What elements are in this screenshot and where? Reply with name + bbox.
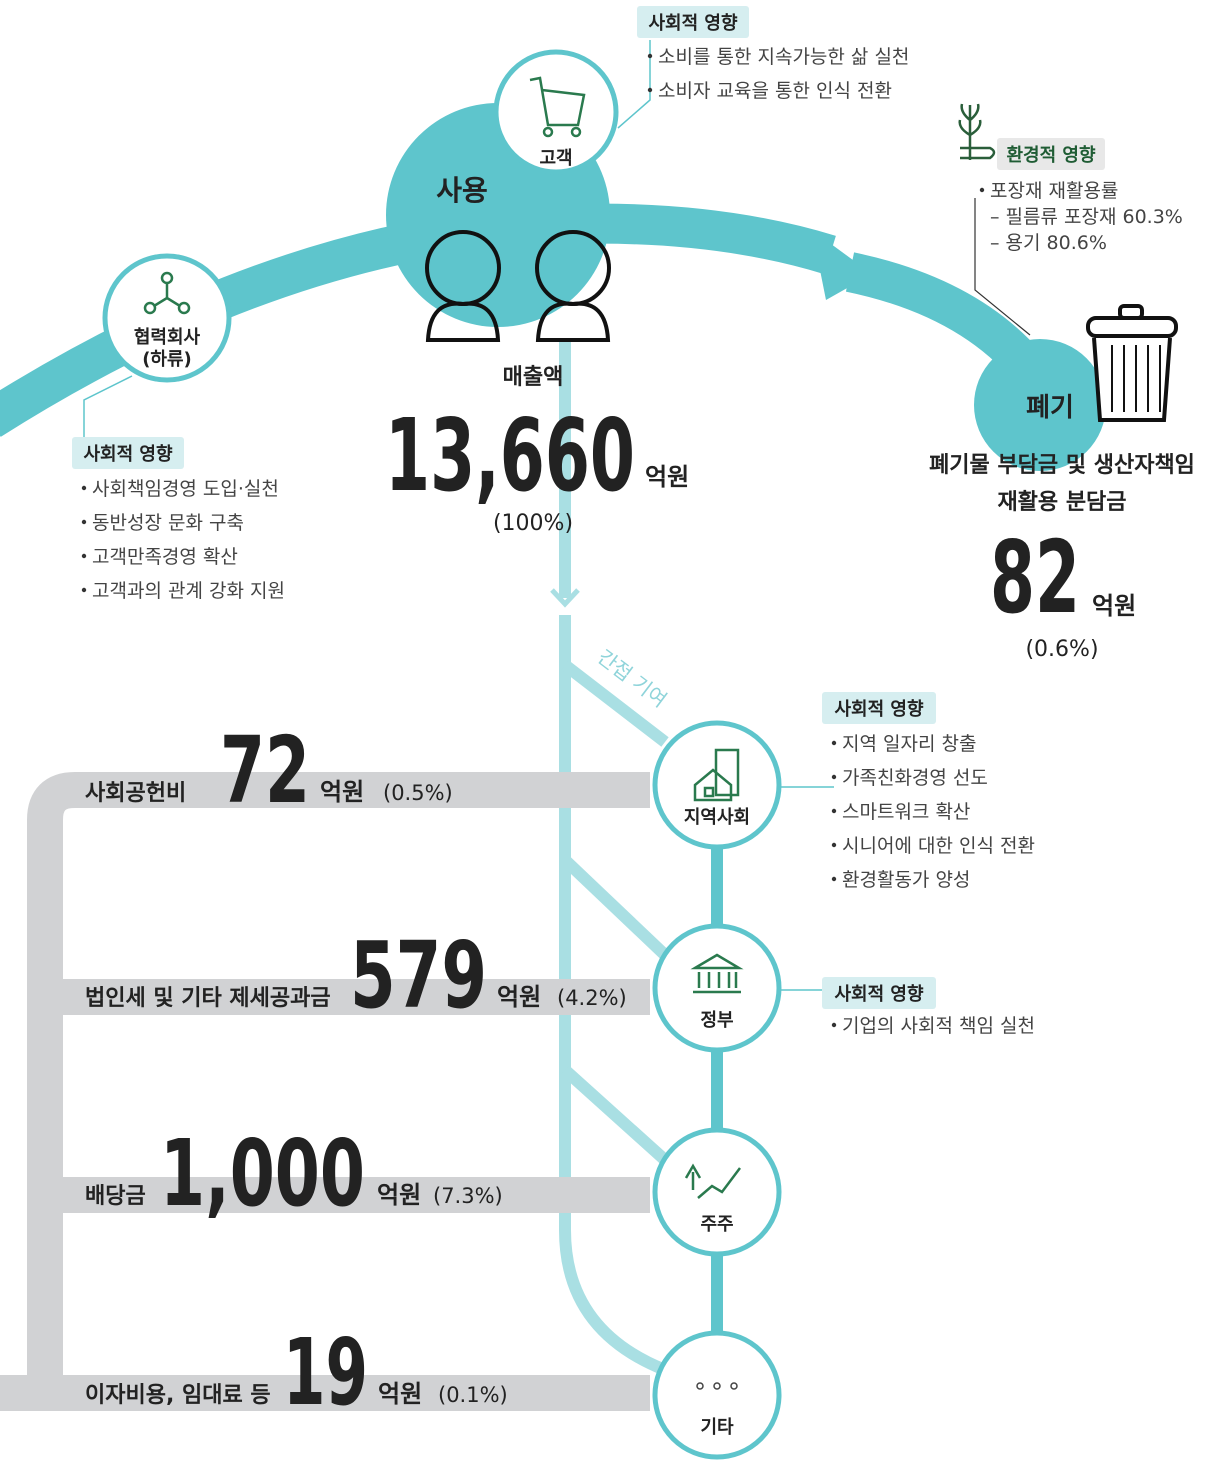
impact-item: 동반성장 문화 구축	[92, 512, 244, 534]
distribution-share: (0.1%)	[438, 1383, 508, 1407]
bank-icon	[690, 953, 744, 994]
impact-item: – 필름류 포장재 60.3%	[990, 206, 1183, 228]
impact-tag-bg	[822, 977, 936, 1009]
impact-item: 시니어에 대한 인식 전환	[842, 835, 1035, 857]
bullet	[81, 553, 87, 559]
distribution-share: (0.5%)	[383, 781, 453, 805]
impact-item: 지역 일자리 창출	[842, 733, 976, 755]
bullet	[81, 587, 87, 593]
sales-share: (100%)	[493, 511, 573, 536]
customer-node	[493, 49, 619, 175]
bullet	[81, 519, 87, 525]
bullet	[831, 774, 837, 780]
distribution-label: 사회공헌비	[85, 781, 186, 806]
impact-tag: 사회적 영향	[834, 984, 924, 1005]
node-label: 정부	[700, 1010, 733, 1031]
rail	[27, 772, 650, 1393]
disposal-node	[974, 339, 1106, 471]
leader	[617, 40, 651, 129]
impact-item: – 용기 80.6%	[990, 232, 1107, 254]
partner-label: (하류)	[142, 349, 192, 370]
disposal-unit: 억원	[1092, 592, 1136, 620]
node-label: 주주	[700, 1214, 733, 1235]
impact-tag: 사회적 영향	[83, 444, 173, 465]
sales-unit: 억원	[645, 463, 689, 491]
distribution-amount: 72	[220, 717, 310, 824]
leader	[974, 198, 1031, 336]
bullet	[831, 1022, 837, 1028]
distribution-unit: 억원	[497, 983, 541, 1011]
impact-item: 소비를 통한 지속가능한 삶 실천	[658, 46, 909, 68]
disposal-desc: 폐기물 부담금 및 생산자책임	[929, 453, 1195, 478]
sales-arrow	[550, 588, 580, 608]
impact-tag: 사회적 영향	[834, 699, 924, 720]
impact-item: 기업의 사회적 책임 실천	[842, 1015, 1035, 1037]
flow-arrow	[812, 230, 872, 300]
partner-label: 협력회사	[134, 326, 201, 348]
leader	[83, 375, 133, 437]
distribution-amount: 19	[283, 1319, 368, 1426]
bullet	[647, 53, 653, 59]
bullet	[831, 740, 837, 746]
network-icon	[143, 271, 191, 315]
impact-item: 스마트워크 확산	[842, 801, 970, 823]
impact-tag: 환경적 영향	[1006, 144, 1096, 166]
trash-icon	[1086, 304, 1178, 422]
partner-node	[102, 253, 232, 383]
bullet	[647, 87, 653, 93]
impact-tag-bg	[637, 6, 749, 38]
disposal-share: (0.6%)	[1025, 637, 1098, 662]
node-label: 기타	[700, 1417, 734, 1438]
distribution-unit: 억원	[377, 1181, 421, 1209]
distribution-label: 법인세 및 기타 제세공과금	[85, 986, 331, 1011]
use-label: 사용	[436, 174, 488, 207]
people-icon	[425, 230, 611, 342]
distribution-label: 이자비용, 임대료 등	[85, 1383, 271, 1408]
distribution-share: (7.3%)	[433, 1184, 503, 1208]
impact-item: 고객만족경영 확산	[92, 546, 238, 568]
bullet	[831, 808, 837, 814]
distribution-unit: 억원	[378, 1380, 422, 1408]
node-label: 지역사회	[684, 807, 750, 828]
disposal-label: 폐기	[1026, 393, 1074, 423]
impact-item: 고객과의 관계 강화 지원	[92, 580, 285, 602]
bullet	[831, 876, 837, 882]
impact-tag-bg	[822, 692, 936, 724]
impact-item: 사회책임경영 도입·실천	[92, 478, 279, 500]
impact-item: 가족친화경영 선도	[842, 767, 988, 789]
sales-label: 매출액	[503, 365, 564, 390]
impact-item: 소비자 교육을 통한 인식 전환	[658, 80, 892, 102]
distribution-amount: 579	[350, 922, 487, 1029]
indirect-line	[560, 1065, 670, 1165]
impact-item: 환경활동가 양성	[842, 869, 970, 891]
disposal-amount: 82	[990, 519, 1080, 636]
impact-tag: 사회적 영향	[648, 13, 738, 34]
customer-label: 고객	[539, 148, 572, 169]
stakeholder-nodes	[652, 720, 782, 1460]
indirect-line	[559, 615, 668, 1376]
bullet	[979, 187, 985, 193]
impact-tag-bg	[72, 437, 184, 469]
distribution-amount: 1,000	[160, 1120, 365, 1227]
stock-icon	[684, 1163, 741, 1199]
disposal-desc: 재활용 분담금	[997, 490, 1126, 515]
impact-item: 포장재 재활용률	[990, 180, 1118, 202]
cart-icon	[529, 76, 586, 138]
dots-icon	[696, 1382, 738, 1390]
plant-icon	[958, 103, 996, 160]
distribution-unit: 억원	[320, 778, 364, 806]
indirect-line	[561, 660, 669, 747]
bullet	[831, 842, 837, 848]
impact-tag-bg	[997, 138, 1105, 170]
distribution-share: (4.2%)	[557, 986, 627, 1010]
house-icon	[693, 748, 740, 802]
bullet	[81, 485, 87, 491]
sales-amount: 13,660	[385, 397, 635, 514]
indirect-line	[560, 855, 670, 960]
distribution-label: 배당금	[85, 1184, 146, 1209]
